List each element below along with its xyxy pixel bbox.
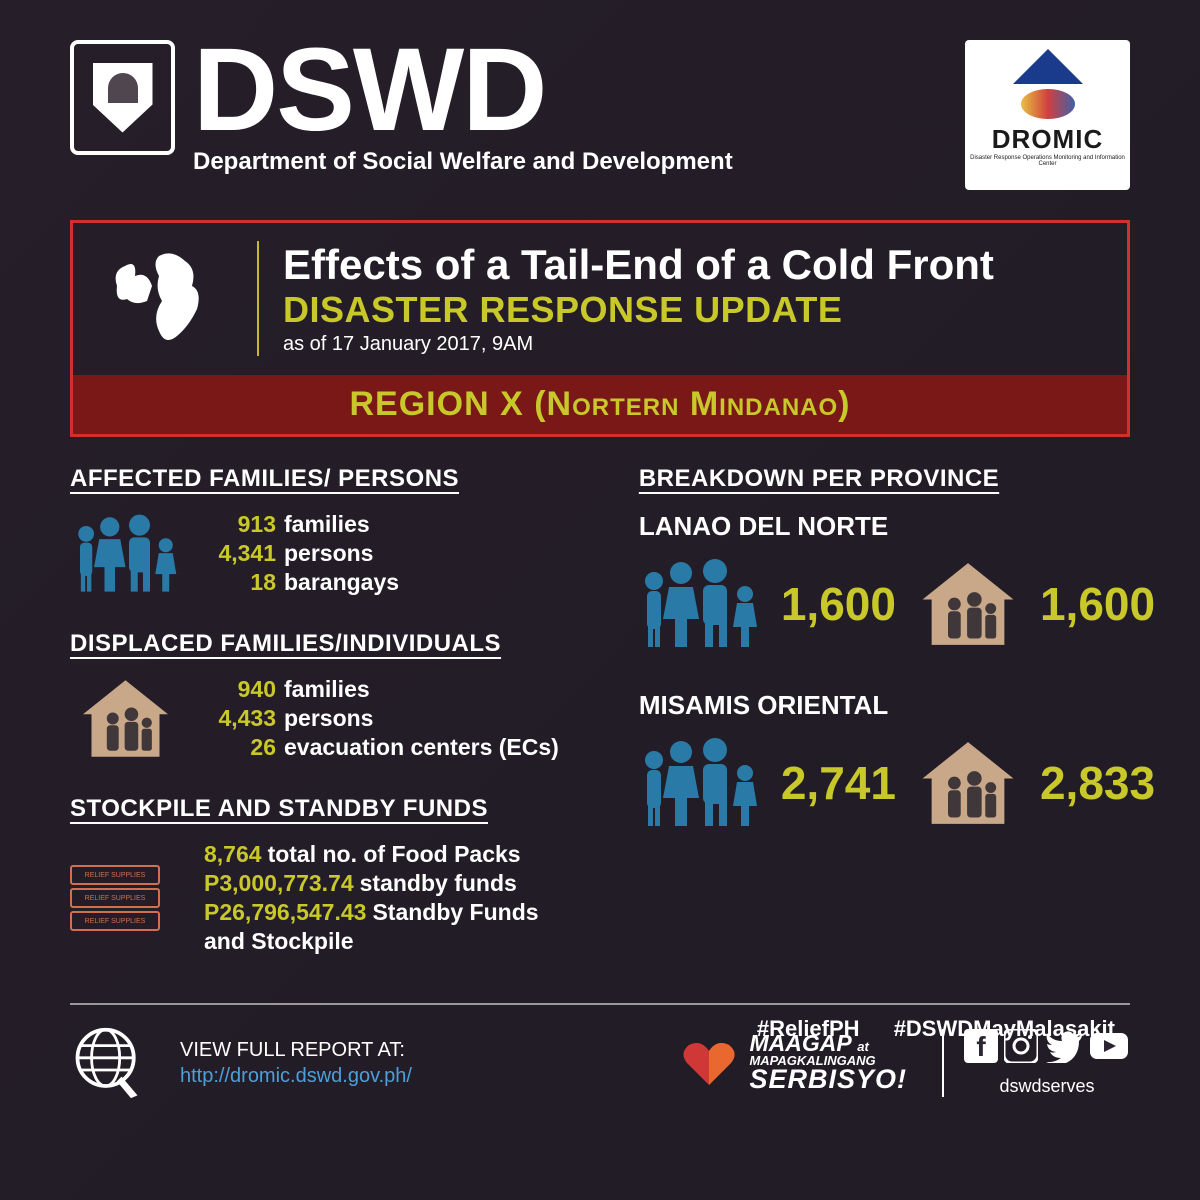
dromic-name: DROMIC xyxy=(992,124,1103,155)
stat-row: 913families xyxy=(204,511,399,538)
stockpile-heading: STOCKPILE AND STANDBY FUNDS xyxy=(70,795,559,823)
dromic-subtitle: Disaster Response Operations Monitoring … xyxy=(965,155,1130,167)
stat-row: 940families xyxy=(204,676,559,703)
dromic-house-icon xyxy=(1013,64,1083,119)
report-link[interactable]: http://dromic.dswd.gov.ph/ xyxy=(180,1063,412,1089)
hashtag: #DSWDMayMalasakit xyxy=(894,1016,1115,1041)
family-icon xyxy=(70,514,180,594)
heart-icon xyxy=(679,1035,739,1090)
social-handle: dswdserves xyxy=(999,1076,1094,1097)
supplies-icon: RELIEF SUPPLIESRELIEF SUPPLIESRELIEF SUP… xyxy=(70,865,180,931)
stat-row: and Stockpile xyxy=(204,928,539,955)
stat-row: P3,000,773.74standby funds xyxy=(204,870,539,897)
report-block: VIEW FULL REPORT AT: http://dromic.dswd.… xyxy=(180,1037,412,1089)
hashtag: #ReliefPH xyxy=(757,1016,860,1041)
title-box: Effects of a Tail-End of a Cold Front DI… xyxy=(70,220,1130,437)
stat-row: 8,764total no. of Food Packs xyxy=(204,841,539,868)
org-name: DSWD xyxy=(193,40,733,140)
province-row: 2,741 2,833 xyxy=(639,737,1155,829)
title-line2: DISASTER RESPONSE UPDATE xyxy=(283,289,1103,331)
province-persons: 1,600 xyxy=(781,577,896,631)
house-icon xyxy=(70,676,180,761)
org-fullname: Department of Social Welfare and Develop… xyxy=(193,148,733,176)
house-icon xyxy=(918,558,1018,650)
family-icon xyxy=(639,558,759,650)
province-houses: 2,833 xyxy=(1040,756,1155,810)
family-icon xyxy=(639,737,759,829)
province-persons: 2,741 xyxy=(781,756,896,810)
province-houses: 1,600 xyxy=(1040,577,1155,631)
globe-icon xyxy=(70,1025,145,1100)
dswd-logo: DSWD Department of Social Welfare and De… xyxy=(70,40,733,176)
breakdown-heading: BREAKDOWN PER PROVINCE xyxy=(639,465,1155,493)
region-name: REGION X (Nortern Mindanao) xyxy=(350,385,851,423)
province-name: LANAO DEL NORTE xyxy=(639,511,1155,542)
hashtags: #ReliefPH #DSWDMayMalasakit xyxy=(729,1016,1115,1042)
title-asof: as of 17 January 2017, 9AM xyxy=(283,333,1103,356)
province-row: 1,600 1,600 xyxy=(639,558,1155,650)
region-map-icon xyxy=(97,241,227,361)
shield-icon xyxy=(70,40,175,155)
stat-row: P26,796,547.43Standby Funds xyxy=(204,899,539,926)
header: DSWD Department of Social Welfare and De… xyxy=(70,40,1130,190)
title-line1: Effects of a Tail-End of a Cold Front xyxy=(283,241,1103,289)
stat-row: 18barangays xyxy=(204,569,399,596)
left-column: AFFECTED FAMILIES/ PERSONS 913families 4… xyxy=(70,465,559,963)
house-icon xyxy=(918,737,1018,829)
report-label: VIEW FULL REPORT AT: xyxy=(180,1037,412,1063)
dromic-badge: DROMIC Disaster Response Operations Moni… xyxy=(965,40,1130,190)
province-name: MISAMIS ORIENTAL xyxy=(639,690,1155,721)
region-bar: REGION X (Nortern Mindanao) xyxy=(73,375,1127,434)
displaced-heading: DISPLACED FAMILIES/INDIVIDUALS xyxy=(70,630,559,658)
affected-heading: AFFECTED FAMILIES/ PERSONS xyxy=(70,465,559,493)
right-column: BREAKDOWN PER PROVINCE LANAO DEL NORTE 1… xyxy=(639,465,1155,963)
stat-row: 4,433persons xyxy=(204,705,559,732)
stat-row: 26evacuation centers (ECs) xyxy=(204,734,559,761)
campaign-l3: SERBISYO! xyxy=(749,1067,907,1093)
stat-row: 4,341persons xyxy=(204,540,399,567)
